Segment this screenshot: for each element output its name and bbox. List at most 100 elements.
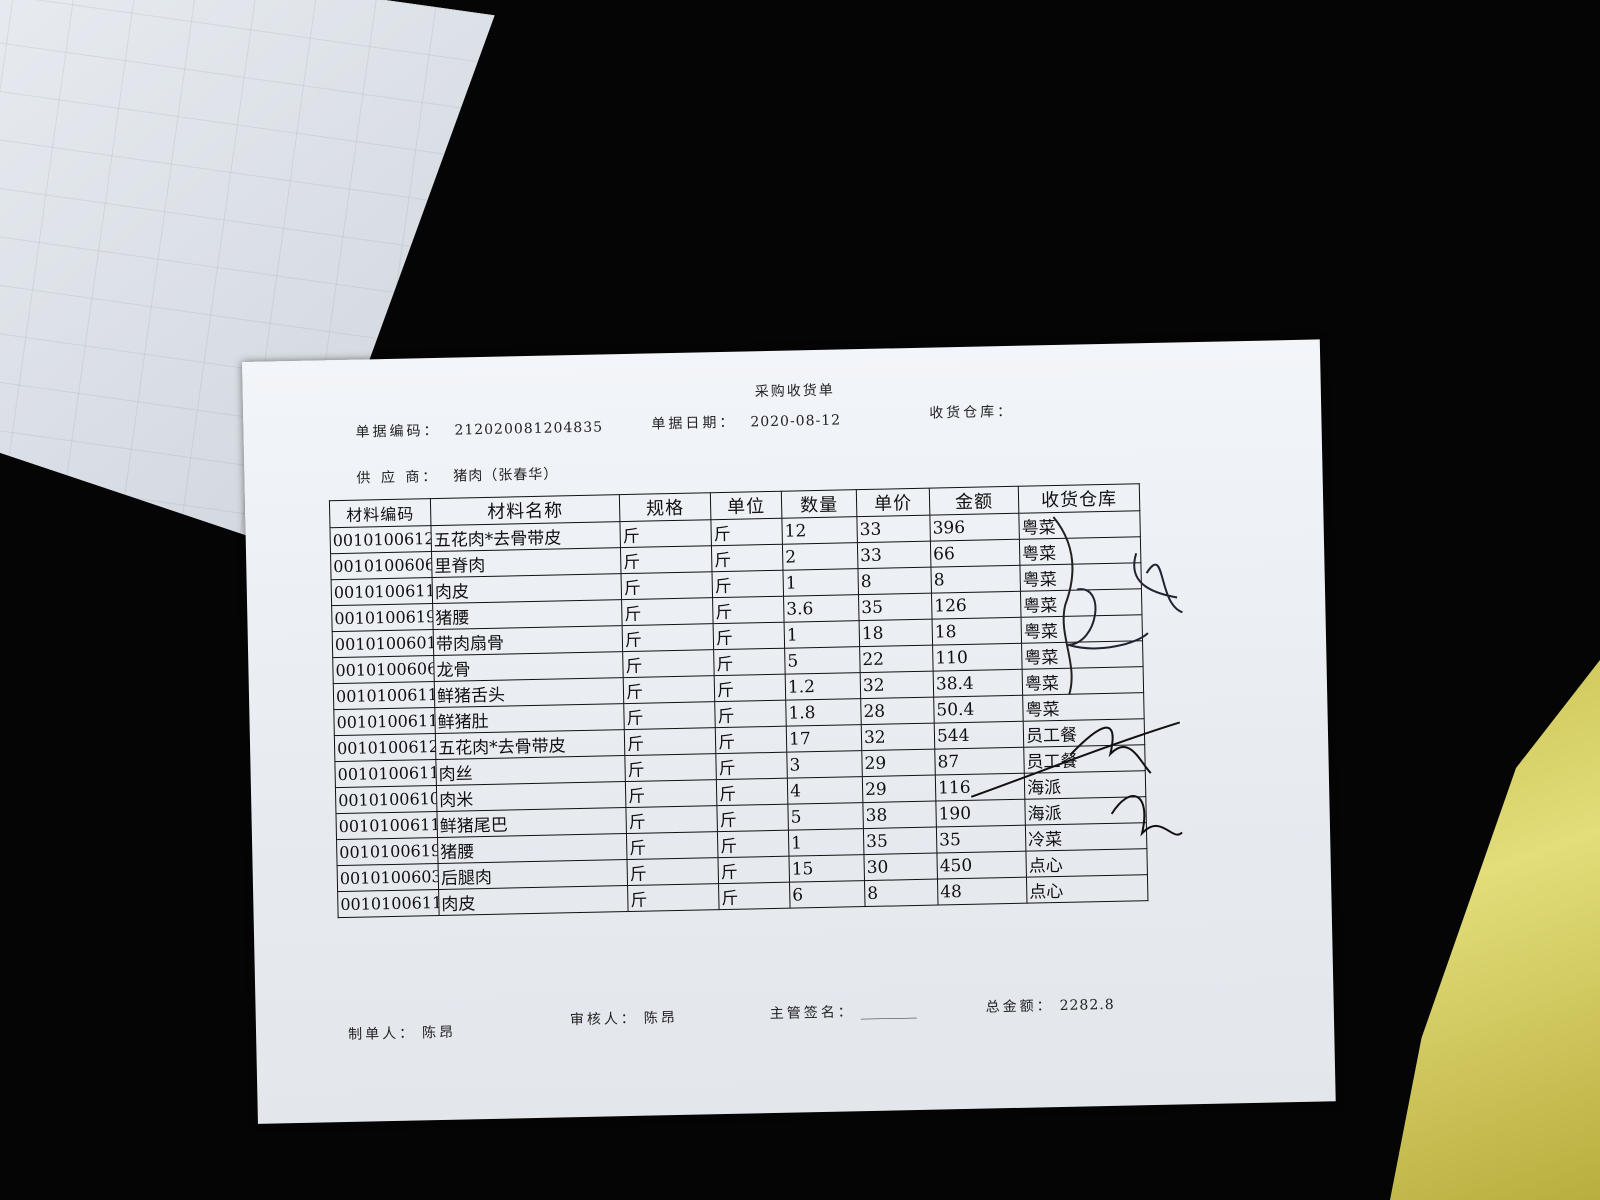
- table-cell: 海派: [1024, 796, 1147, 826]
- table-cell: 116: [935, 773, 1025, 802]
- table-cell: 肉皮: [432, 573, 622, 604]
- warehouse-label: 收货仓库：: [929, 403, 1015, 422]
- table-cell: 38.4: [933, 669, 1023, 698]
- table-cell: 粤菜: [1019, 562, 1142, 592]
- table-cell: 斤: [621, 571, 713, 600]
- table-cell: 32: [860, 671, 934, 699]
- column-header: 收货仓库: [1018, 483, 1140, 514]
- reviewer-value: 陈昂: [643, 1010, 679, 1027]
- table-cell: 30: [863, 853, 938, 881]
- table-cell: 斤: [718, 882, 791, 910]
- supervisor-label: 主管签名：: [769, 1004, 855, 1023]
- table-cell: 0010100611: [331, 577, 433, 606]
- table-cell: 斤: [623, 675, 715, 704]
- table-cell: 66: [930, 539, 1020, 568]
- column-header: 单位: [710, 491, 782, 520]
- supervisor-value: ________: [860, 1003, 917, 1021]
- column-header: 金额: [929, 486, 1019, 516]
- doc-date-label: 单据日期：: [651, 414, 737, 433]
- doc-date-value: 2020-08-12: [750, 412, 842, 431]
- table-cell: 8: [930, 565, 1021, 594]
- table-cell: 鲜猪尾巴: [436, 807, 627, 838]
- table-cell: 点心: [1025, 848, 1148, 878]
- table-cell: 五花肉*去骨带皮: [435, 729, 625, 760]
- table-cell: 190: [935, 799, 1026, 828]
- column-header: 单价: [856, 488, 930, 517]
- table-cell: 斤: [626, 831, 718, 860]
- maker-value: 陈昂: [421, 1024, 457, 1042]
- table-cell: 猪腰: [432, 599, 623, 630]
- items-table: 材料编码 材料名称 规格 单位 数量 单价 金额 收货仓库 0010100612 五花肉*去骨带…: [329, 483, 1149, 918]
- table-cell: 斤: [622, 623, 714, 652]
- table-cell: 544: [934, 721, 1024, 750]
- table-cell: 0010100606: [332, 655, 435, 684]
- table-cell: 50.4: [933, 695, 1024, 724]
- maker: 制单人： 陈昂: [348, 1022, 456, 1044]
- table-cell: 斤: [625, 805, 718, 834]
- column-header: 材料名称: [430, 494, 620, 526]
- table-cell: 鲜猪舌头: [434, 677, 624, 708]
- table-cell: 斤: [714, 674, 786, 702]
- reviewer-label: 审核人：: [569, 1010, 639, 1029]
- table-cell: 斤: [714, 700, 787, 728]
- table-cell: 15: [788, 854, 865, 883]
- table-cell: 0010100612: [334, 733, 436, 762]
- doc-number-label: 单据编码：: [355, 422, 441, 441]
- table-cell: 斤: [717, 830, 789, 858]
- table-cell: 斤: [711, 570, 784, 598]
- table-cell: 1.8: [785, 698, 862, 727]
- table-cell: 冷菜: [1025, 822, 1147, 852]
- table-cell: 斤: [627, 857, 719, 886]
- table-cell: 0010100610: [335, 785, 437, 814]
- table-cell: 0010100611: [333, 681, 435, 710]
- table-cell: 五花肉*去骨带皮: [430, 521, 621, 552]
- table-cell: 110: [932, 643, 1023, 672]
- table-cell: 粤菜: [1020, 588, 1142, 618]
- table-cell: 龙骨: [433, 651, 624, 682]
- table-cell: 0010100611: [333, 707, 436, 736]
- table-cell: 35: [936, 825, 1026, 854]
- table-cell: 斤: [624, 753, 717, 782]
- table-cell: 斤: [627, 883, 720, 912]
- table-cell: 18: [932, 617, 1022, 646]
- supervisor-signature: 主管签名： ________: [770, 1000, 917, 1023]
- table-cell: 斤: [623, 701, 716, 730]
- table-cell: 0010100611: [337, 889, 440, 918]
- column-header: 数量: [781, 489, 857, 519]
- table-cell: 斤: [619, 519, 712, 548]
- table-cell: 29: [862, 775, 936, 803]
- table-cell: 粤菜: [1019, 536, 1141, 566]
- table-cell: 1.2: [785, 672, 861, 701]
- table-cell: 海派: [1024, 770, 1146, 800]
- table-cell: 450: [936, 851, 1027, 880]
- table-cell: 员工餐: [1023, 744, 1146, 774]
- table-cell: 0010100603: [337, 863, 439, 892]
- total-label: 总金额：: [985, 998, 1054, 1016]
- table-cell: 48: [937, 877, 1028, 906]
- table-body: 0010100612 五花肉*去骨带皮斤斤 12 33 396 粤菜 0010100606 里…: [329, 510, 1148, 918]
- supplier-label: 供 应 商：: [356, 468, 440, 487]
- table-cell: 22: [859, 645, 934, 673]
- table-cell: 斤: [715, 726, 787, 754]
- table-cell: 猪腰: [437, 833, 628, 864]
- table-cell: 3: [786, 750, 863, 779]
- table-cell: 87: [934, 747, 1025, 776]
- table-cell: 点心: [1026, 874, 1148, 904]
- table-cell: 18: [859, 619, 933, 647]
- table-cell: 0010100612: [329, 525, 432, 554]
- yellow-cloth: [1390, 660, 1600, 1200]
- table-cell: 2: [782, 542, 858, 571]
- reviewer: 审核人： 陈昂: [570, 1007, 678, 1029]
- table-cell: 28: [860, 697, 935, 725]
- doc-date: 单据日期： 2020-08-12: [651, 409, 841, 433]
- table-cell: 斤: [713, 622, 785, 650]
- table-cell: 3.6: [783, 594, 860, 623]
- table-cell: 斤: [621, 597, 714, 626]
- table-cell: 粤菜: [1022, 666, 1144, 696]
- table-cell: 肉皮: [438, 885, 629, 916]
- table-cell: 斤: [716, 778, 788, 806]
- table-cell: 0010100611: [334, 759, 437, 788]
- table-cell: 斤: [710, 518, 783, 546]
- table-cell: 后腿肉: [438, 859, 628, 890]
- table-cell: 斤: [622, 649, 715, 678]
